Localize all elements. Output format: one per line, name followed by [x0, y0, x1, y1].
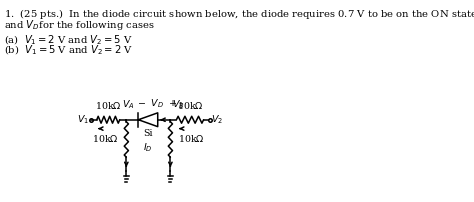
Text: $V_2$: $V_2$ — [211, 114, 223, 126]
Text: $I_D$: $I_D$ — [143, 141, 153, 154]
Text: $V_B$: $V_B$ — [172, 98, 184, 111]
Text: $V_A$: $V_A$ — [122, 98, 135, 111]
Text: 10k$\Omega$: 10k$\Omega$ — [178, 133, 205, 144]
Text: 10k$\Omega$: 10k$\Omega$ — [95, 100, 121, 111]
Text: (a)  $V_1 = 2$ V and $V_2 = 5$ V: (a) $V_1 = 2$ V and $V_2 = 5$ V — [4, 33, 133, 46]
Text: 10k$\Omega$: 10k$\Omega$ — [92, 133, 118, 144]
Text: 1.  (25 pts.)  In the diode circuit shown below, the diode requires 0.7 V to be : 1. (25 pts.) In the diode circuit shown … — [4, 7, 474, 21]
Text: Si: Si — [143, 129, 153, 138]
Text: 10k$\Omega$: 10k$\Omega$ — [177, 100, 203, 111]
Text: $V_1$: $V_1$ — [77, 114, 90, 126]
Text: and $V_D$for the following cases: and $V_D$for the following cases — [4, 18, 155, 32]
Text: (b)  $V_1 = 5$ V and $V_2 = 2$ V: (b) $V_1 = 5$ V and $V_2 = 2$ V — [4, 44, 134, 57]
Text: $-$  $V_D$  $+$: $-$ $V_D$ $+$ — [137, 97, 178, 110]
